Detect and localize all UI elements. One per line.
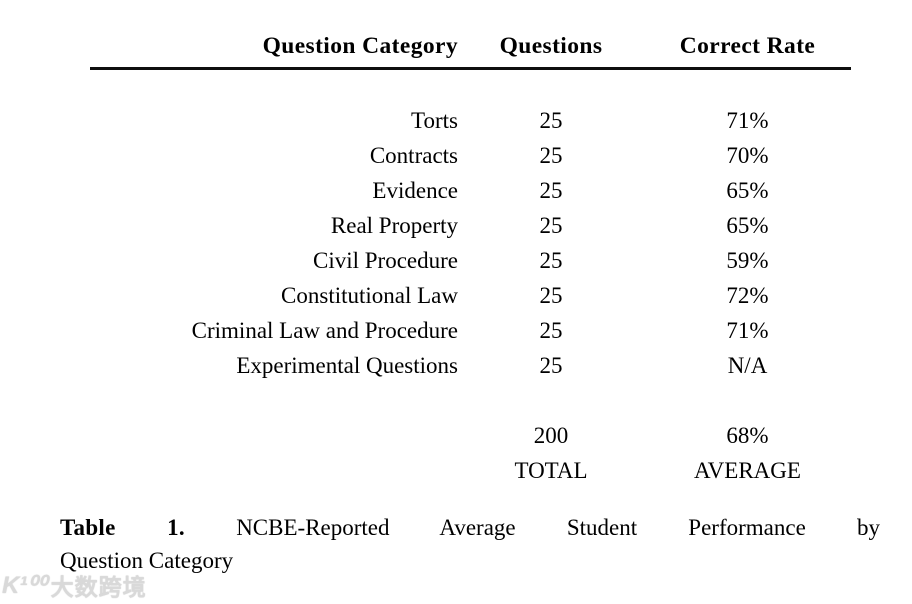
cell-questions: 25 [539, 352, 563, 378]
table-row: Experimental Questions 25 N/A [90, 348, 851, 383]
caption-line-1: Table 1. NCBE-Reported Average Student P… [60, 511, 880, 544]
column-header-questions: Questions [499, 33, 603, 59]
table-row: Criminal Law and Procedure 25 71% [90, 313, 851, 348]
header-rule [90, 67, 851, 70]
table-body: Torts 25 71% Contracts 25 70% Evidence 2… [90, 103, 851, 488]
cell-category: Criminal Law and Procedure [191, 317, 458, 343]
cell-correct-rate: 65% [726, 177, 769, 203]
totals-label-row: TOTAL AVERAGE [90, 453, 851, 488]
caption-text: NCBE-Reported Average Student Performanc… [236, 515, 880, 540]
table-caption: Table 1. NCBE-Reported Average Student P… [60, 511, 880, 577]
cell-category: Civil Procedure [313, 247, 458, 273]
cell-questions: 25 [539, 282, 563, 308]
cell-questions: 25 [539, 247, 563, 273]
cell-category: Evidence [372, 177, 458, 203]
cell-questions: 25 [539, 142, 563, 168]
watermark: K¹⁰⁰ 大数跨境 [2, 568, 147, 602]
average-rate-value: 68% [726, 422, 769, 448]
table-row: Real Property 25 65% [90, 208, 851, 243]
cell-category: Experimental Questions [236, 352, 458, 378]
caption-table-number: Table 1. [60, 515, 185, 540]
cell-category: Constitutional Law [281, 282, 458, 308]
table-row: Constitutional Law 25 72% [90, 278, 851, 313]
column-header-question-category: Question Category [262, 33, 458, 59]
cell-category: Torts [411, 107, 458, 133]
cell-correct-rate: 72% [726, 282, 769, 308]
totals-value-row: 200 68% [90, 418, 851, 453]
cell-correct-rate: 71% [726, 317, 769, 343]
caption-line-2: Question Category [60, 548, 234, 573]
total-questions-value: 200 [533, 422, 569, 448]
total-label: TOTAL [514, 457, 588, 483]
cell-questions: 25 [539, 317, 563, 343]
cell-questions: 25 [539, 107, 563, 133]
cell-questions: 25 [539, 177, 563, 203]
table-row: Contracts 25 70% [90, 138, 851, 173]
table-row: Civil Procedure 25 59% [90, 243, 851, 278]
performance-table: Question Category Questions Correct Rate… [90, 20, 851, 488]
cell-category: Contracts [369, 142, 458, 168]
cell-correct-rate: N/A [727, 352, 768, 378]
cell-correct-rate: 59% [726, 247, 769, 273]
cell-correct-rate: 65% [726, 212, 769, 238]
table-spacer [90, 383, 851, 418]
cell-correct-rate: 71% [726, 107, 769, 133]
watermark-text: 大数跨境 [50, 574, 147, 600]
cell-questions: 25 [539, 212, 563, 238]
cell-correct-rate: 70% [726, 142, 769, 168]
table-row: Evidence 25 65% [90, 173, 851, 208]
watermark-logo-icon: K¹⁰⁰ [2, 571, 47, 599]
cell-category: Real Property [330, 212, 458, 238]
table-header-row: Question Category Questions Correct Rate [90, 20, 851, 67]
column-header-correct-rate: Correct Rate [679, 33, 816, 59]
average-label: AVERAGE [694, 457, 801, 483]
table-row: Torts 25 71% [90, 103, 851, 138]
